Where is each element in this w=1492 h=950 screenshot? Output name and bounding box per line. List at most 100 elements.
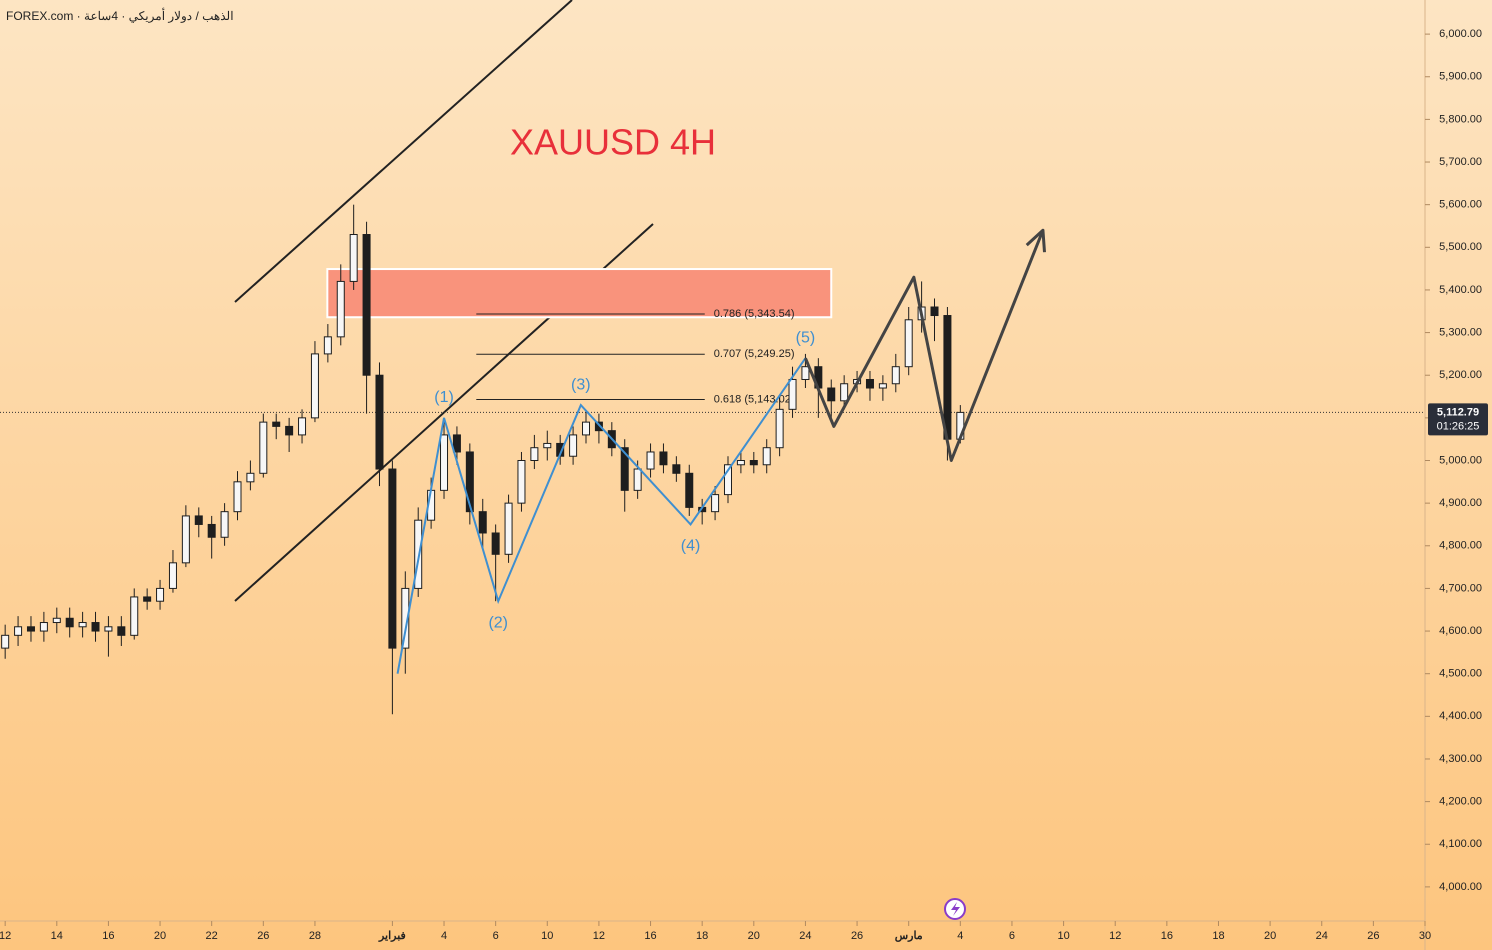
- x-tick-label: 10: [1057, 930, 1069, 942]
- drawings: 0.786 (5,343.54) 0.707 (5,249.25) 0.618 (5…: [0, 268, 1425, 413]
- candle-body: [259, 421, 268, 474]
- candle-body: [711, 494, 720, 513]
- candle-body: [65, 617, 74, 628]
- y-tick-label: 5,000.00: [1439, 454, 1482, 466]
- price-tag-value: 5,112.79: [1437, 406, 1479, 418]
- x-tick-label: فبراير: [378, 930, 406, 942]
- x-tick-label: 18: [1212, 930, 1224, 942]
- candle-body: [26, 626, 35, 632]
- wave-label: (4): [681, 538, 701, 555]
- candle-body: [452, 434, 461, 453]
- y-tick-label: 4,800.00: [1439, 540, 1482, 552]
- candle-body: [375, 374, 384, 470]
- candle-body: [130, 596, 139, 636]
- y-tick-label: 5,400.00: [1439, 284, 1482, 296]
- x-tick-label: 24: [799, 930, 811, 942]
- candle-body: [310, 353, 319, 419]
- candle-body: [878, 383, 887, 389]
- y-tick-label: 5,800.00: [1439, 113, 1482, 125]
- wave-label: (1): [434, 389, 454, 406]
- event-icon-bolt: [951, 902, 960, 916]
- candle-body: [594, 421, 603, 432]
- candle-body: [323, 336, 332, 355]
- candle-body: [465, 451, 474, 513]
- y-tick-label: 5,300.00: [1439, 326, 1482, 338]
- wave-line: [396, 357, 807, 674]
- candle-body: [1, 634, 10, 649]
- candle-body: [388, 468, 397, 649]
- candle-body: [582, 421, 591, 436]
- candle-body: [78, 622, 87, 628]
- candle-body: [749, 460, 758, 466]
- candle-body: [801, 366, 810, 380]
- projection-arrowhead: [1025, 228, 1046, 253]
- candle-body: [220, 511, 229, 538]
- candle-body: [775, 408, 784, 449]
- candle-body: [39, 622, 48, 632]
- candle-body: [620, 447, 629, 491]
- y-tick-label: 4,000.00: [1439, 881, 1482, 893]
- y-tick-label: 5,500.00: [1439, 241, 1482, 253]
- y-tick-label: 5,600.00: [1439, 199, 1482, 211]
- y-tick-label: 5,700.00: [1439, 156, 1482, 168]
- candle-body: [91, 622, 100, 632]
- y-tick-label: 4,600.00: [1439, 625, 1482, 637]
- candle-body: [943, 315, 952, 440]
- x-tick-label: 26: [257, 930, 269, 942]
- x-tick-label: 10: [541, 930, 553, 942]
- candle-body: [569, 434, 578, 457]
- candle-body: [827, 387, 836, 402]
- candle-body: [349, 234, 358, 282]
- supply-zone: [326, 268, 833, 319]
- y-tick-label: 5,200.00: [1439, 369, 1482, 381]
- candle-body: [685, 472, 694, 508]
- candle-body: [672, 464, 681, 474]
- price-tag: [1428, 403, 1488, 436]
- y-tick-label: 5,900.00: [1439, 71, 1482, 83]
- candle-body: [633, 468, 642, 491]
- candle-body: [646, 451, 655, 470]
- x-tick-label: 16: [644, 930, 656, 942]
- candle-body: [517, 460, 526, 504]
- candle-body: [865, 378, 874, 389]
- candle-body: [362, 234, 371, 376]
- candle-body: [233, 481, 242, 513]
- candle-body: [156, 587, 165, 602]
- y-tick-label: 4,100.00: [1439, 838, 1482, 850]
- x-tick-label: 12: [1109, 930, 1121, 942]
- candle-body: [104, 626, 113, 632]
- candle-body: [904, 319, 913, 368]
- candle-body: [840, 383, 849, 402]
- candle-body: [478, 511, 487, 534]
- candle-body: [543, 442, 552, 449]
- fib-label: 0.618 (5,143.02): [714, 393, 795, 405]
- candle-body: [14, 626, 23, 636]
- x-tick-label: 26: [1367, 930, 1379, 942]
- y-tick-label: 4,300.00: [1439, 753, 1482, 765]
- wave-label: (5): [796, 329, 816, 346]
- y-tick-label: 6,000.00: [1439, 28, 1482, 40]
- candle-body: [143, 596, 152, 602]
- x-tick-label: 6: [493, 930, 499, 942]
- candle-body: [659, 451, 668, 466]
- candle-body: [246, 472, 255, 483]
- candle-body: [504, 502, 513, 555]
- candle-body: [440, 434, 449, 491]
- channel-upper: [234, 0, 573, 303]
- candle-body: [491, 532, 500, 555]
- candle-body: [181, 515, 190, 564]
- candle-body: [891, 366, 900, 385]
- candle-body: [401, 587, 410, 649]
- candle-body: [52, 617, 61, 624]
- x-tick-label: 30: [1419, 930, 1431, 942]
- wave-label: (3): [571, 376, 591, 393]
- chart-title: XAUUSD 4H: [510, 122, 716, 163]
- candle-body: [194, 515, 203, 525]
- wave-label: (2): [488, 614, 508, 631]
- x-tick-label: 4: [441, 930, 447, 942]
- x-tick-label: 26: [851, 930, 863, 942]
- x-tick-label: 20: [154, 930, 166, 942]
- candle-body: [736, 460, 745, 466]
